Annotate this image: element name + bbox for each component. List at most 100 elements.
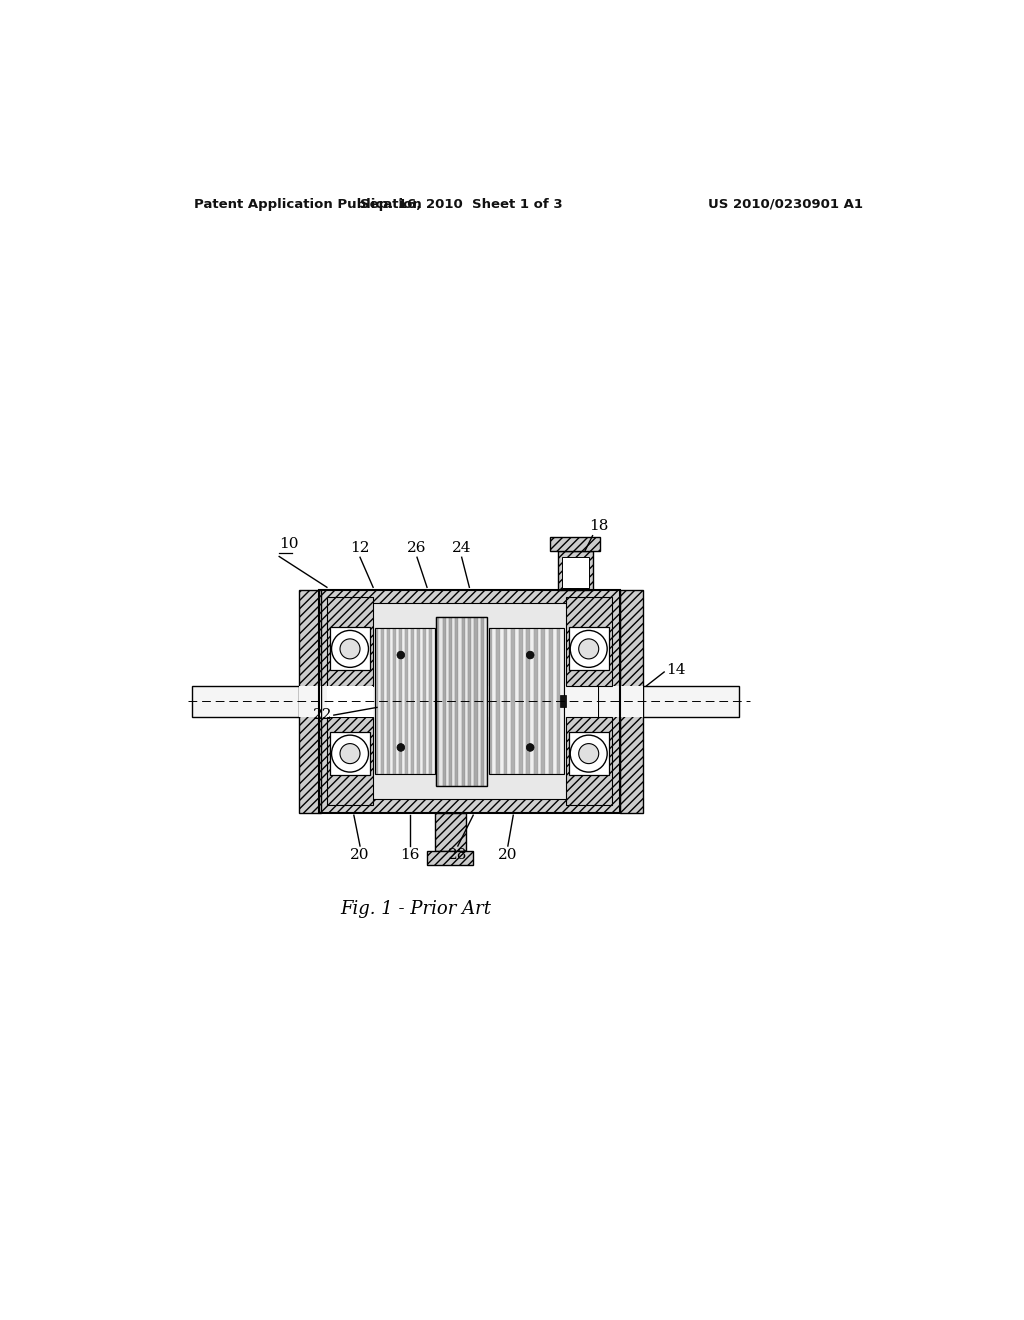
Bar bbox=[449, 616, 453, 785]
Text: Fig. 1 - Prior Art: Fig. 1 - Prior Art bbox=[340, 900, 490, 919]
Bar bbox=[549, 628, 553, 775]
Circle shape bbox=[397, 651, 404, 659]
Bar bbox=[560, 628, 564, 775]
Bar bbox=[404, 628, 408, 775]
Bar bbox=[558, 552, 593, 590]
Circle shape bbox=[332, 735, 369, 772]
Bar bbox=[319, 590, 620, 701]
Bar bbox=[390, 628, 392, 775]
Bar bbox=[341, 701, 598, 799]
Bar bbox=[560, 696, 565, 708]
Bar bbox=[435, 813, 466, 851]
Circle shape bbox=[526, 651, 535, 659]
Bar bbox=[432, 628, 435, 775]
Bar bbox=[436, 616, 487, 785]
Bar bbox=[568, 627, 608, 671]
Bar bbox=[341, 686, 598, 717]
Bar bbox=[620, 590, 643, 813]
Bar bbox=[445, 616, 449, 785]
Bar bbox=[395, 628, 398, 775]
Bar bbox=[193, 686, 319, 717]
Bar bbox=[299, 686, 321, 717]
Text: 28: 28 bbox=[449, 847, 468, 862]
Bar bbox=[299, 590, 321, 813]
Bar bbox=[375, 628, 435, 775]
Bar bbox=[465, 616, 468, 785]
Bar bbox=[417, 628, 420, 775]
Text: 20: 20 bbox=[350, 847, 370, 862]
Bar bbox=[538, 628, 542, 775]
Bar bbox=[534, 628, 538, 775]
Circle shape bbox=[340, 743, 360, 763]
Bar bbox=[387, 628, 390, 775]
Bar bbox=[522, 628, 526, 775]
Text: 20: 20 bbox=[498, 847, 517, 862]
Bar bbox=[504, 628, 508, 775]
Bar bbox=[488, 628, 493, 775]
Text: 16: 16 bbox=[400, 847, 420, 862]
Bar bbox=[519, 628, 522, 775]
Bar bbox=[530, 628, 534, 775]
Bar bbox=[468, 616, 471, 785]
Bar bbox=[414, 628, 417, 775]
Text: 24: 24 bbox=[452, 541, 471, 554]
Bar bbox=[484, 616, 487, 785]
Bar bbox=[427, 851, 473, 866]
Bar bbox=[562, 557, 589, 589]
Circle shape bbox=[397, 743, 404, 751]
Bar bbox=[319, 590, 620, 813]
Bar bbox=[436, 616, 439, 785]
Text: 12: 12 bbox=[350, 541, 370, 554]
Bar bbox=[401, 628, 404, 775]
Bar bbox=[511, 628, 515, 775]
Bar bbox=[392, 628, 395, 775]
Text: 18: 18 bbox=[589, 519, 608, 533]
Bar bbox=[526, 628, 530, 775]
Bar bbox=[488, 628, 564, 775]
Circle shape bbox=[579, 743, 599, 763]
Bar bbox=[550, 537, 600, 552]
Text: 26: 26 bbox=[408, 541, 427, 554]
Bar bbox=[462, 616, 465, 785]
Bar bbox=[459, 616, 462, 785]
Bar bbox=[456, 616, 459, 785]
Bar bbox=[398, 628, 401, 775]
Bar bbox=[330, 627, 370, 671]
Bar bbox=[545, 628, 549, 775]
Bar bbox=[423, 628, 426, 775]
Bar bbox=[381, 628, 384, 775]
Bar bbox=[497, 628, 500, 775]
Circle shape bbox=[579, 639, 599, 659]
Circle shape bbox=[526, 743, 535, 751]
Bar bbox=[319, 686, 620, 717]
Bar bbox=[556, 628, 560, 775]
Bar bbox=[442, 616, 445, 785]
Bar bbox=[474, 616, 477, 785]
Bar bbox=[553, 628, 556, 775]
Bar bbox=[327, 686, 373, 717]
Bar bbox=[500, 628, 504, 775]
Bar bbox=[411, 628, 414, 775]
Bar bbox=[480, 616, 484, 785]
Bar bbox=[426, 628, 429, 775]
Circle shape bbox=[340, 639, 360, 659]
Bar bbox=[439, 616, 442, 785]
Bar bbox=[453, 616, 456, 785]
Bar bbox=[378, 628, 381, 775]
Bar bbox=[375, 628, 378, 775]
Circle shape bbox=[332, 631, 369, 668]
Text: 22: 22 bbox=[312, 708, 333, 722]
Bar bbox=[429, 628, 432, 775]
Bar bbox=[565, 598, 611, 686]
Bar bbox=[420, 628, 423, 775]
Bar bbox=[508, 628, 511, 775]
Bar bbox=[620, 686, 643, 717]
Bar bbox=[327, 717, 373, 805]
Text: 14: 14 bbox=[666, 664, 685, 677]
Bar bbox=[327, 598, 373, 686]
Text: 10: 10 bbox=[280, 537, 299, 552]
Bar bbox=[471, 616, 474, 785]
Bar bbox=[542, 628, 545, 775]
Circle shape bbox=[570, 735, 607, 772]
Text: Patent Application Publication: Patent Application Publication bbox=[194, 198, 422, 211]
